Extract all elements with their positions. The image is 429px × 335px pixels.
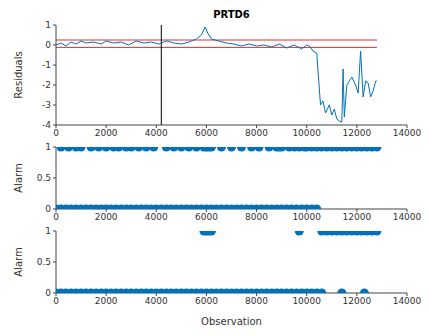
svg-text:6000: 6000 [195, 212, 218, 222]
svg-text:6000: 6000 [195, 128, 218, 138]
svg-text:Alarm: Alarm [13, 247, 24, 276]
svg-text:6000: 6000 [195, 296, 218, 306]
svg-text:Residuals: Residuals [13, 51, 24, 98]
svg-text:14000: 14000 [393, 128, 421, 138]
svg-text:10000: 10000 [292, 212, 321, 222]
svg-text:2000: 2000 [95, 296, 118, 306]
svg-text:12000: 12000 [343, 128, 372, 138]
html-text:PRTD6: PRTD6 [213, 9, 250, 20]
svg-text:-2: -2 [42, 80, 51, 90]
svg-text:4000: 4000 [145, 212, 168, 222]
svg-text:8000: 8000 [245, 128, 268, 138]
svg-text:12000: 12000 [343, 296, 372, 306]
svg-text:-3: -3 [42, 100, 51, 110]
svg-text:1: 1 [45, 143, 51, 152]
svg-text:14000: 14000 [393, 212, 421, 222]
svg-text:4000: 4000 [145, 296, 168, 306]
svg-text:0: 0 [45, 40, 51, 50]
svg-text:0.5: 0.5 [37, 257, 51, 267]
svg-text:4000: 4000 [145, 128, 168, 138]
svg-text:2000: 2000 [95, 128, 118, 138]
svg-text:0: 0 [53, 296, 59, 306]
svg-text:0: 0 [45, 204, 51, 214]
svg-text:8000: 8000 [245, 296, 268, 306]
svg-text:0: 0 [53, 212, 59, 222]
svg-text:-4: -4 [42, 120, 51, 130]
svg-text:10000: 10000 [292, 128, 321, 138]
svg-text:2000: 2000 [95, 212, 118, 222]
svg-text:8000: 8000 [245, 212, 268, 222]
svg-text:Alarm: Alarm [13, 163, 24, 192]
svg-text:1: 1 [45, 21, 51, 30]
svg-text:-1: -1 [42, 60, 51, 70]
svg-text:1: 1 [45, 227, 51, 236]
svg-text:0: 0 [53, 128, 59, 138]
svg-text:Observation: Observation [201, 316, 262, 325]
svg-text:10000: 10000 [292, 296, 321, 306]
svg-text:14000: 14000 [393, 296, 421, 306]
svg-text:0.5: 0.5 [37, 173, 51, 183]
svg-text:0: 0 [45, 288, 51, 298]
svg-text:12000: 12000 [343, 212, 372, 222]
